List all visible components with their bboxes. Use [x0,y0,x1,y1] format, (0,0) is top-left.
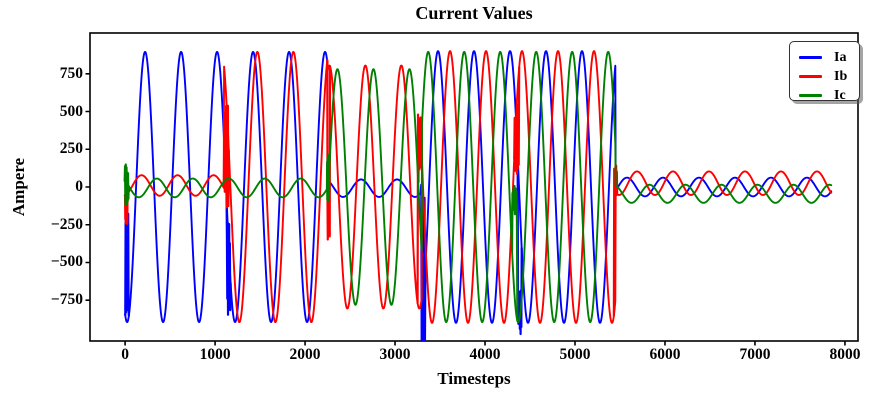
x-tick-label: 1000 [199,346,231,363]
legend-line-ib-icon [799,75,822,78]
x-tick-label: 6000 [649,346,681,363]
y-tick-label: −250 [50,215,83,233]
chart-title: Current Values [415,3,533,23]
y-tick-label: 250 [59,140,83,158]
y-axis-label: Ampere [9,157,28,217]
x-tick-label: 5000 [559,346,591,363]
y-tick-label: −750 [50,291,83,309]
legend-label: Ic [834,87,846,103]
x-axis-label: Timesteps [437,369,511,388]
y-tick-label: 0 [75,178,83,195]
legend-item-ic: Ic [799,86,859,105]
x-tick-label: 7000 [739,346,771,363]
legend-label: Ib [834,68,848,84]
legend: Ia Ib Ic [789,41,860,102]
x-tick-label: 3000 [379,346,411,363]
x-tick-label: 2000 [289,346,321,363]
y-tick-label: 500 [59,102,83,120]
y-tick-label: −500 [50,253,83,271]
x-tick-label: 0 [121,346,129,363]
x-tick-label: 8000 [829,346,861,363]
legend-line-ia-icon [799,56,822,59]
legend-label: Ia [834,49,847,65]
legend-item-ia: Ia [799,48,859,67]
x-tick-label: 4000 [469,346,501,363]
legend-line-ic-icon [799,94,822,97]
y-tick-label: 750 [59,64,83,82]
legend-item-ib: Ib [799,67,859,86]
